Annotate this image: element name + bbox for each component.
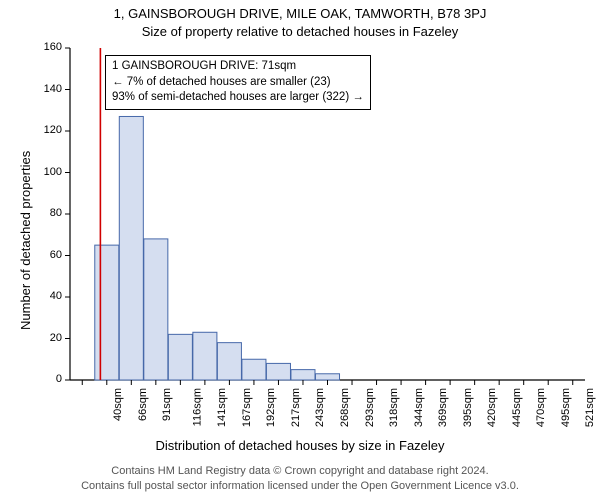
y-tick-label: 100: [32, 166, 62, 178]
x-tick-label: 268sqm: [339, 388, 351, 427]
x-tick-label: 167sqm: [241, 388, 253, 427]
annotation-line-1: 1 GAINSBOROUGH DRIVE: 71sqm: [112, 59, 364, 75]
y-tick-label: 60: [32, 249, 62, 261]
x-tick-label: 40sqm: [112, 388, 124, 421]
annotation-line-3: 93% of semi-detached houses are larger (…: [112, 90, 364, 106]
x-tick-label: 293sqm: [364, 388, 376, 427]
x-tick-label: 116sqm: [191, 388, 203, 426]
x-tick-label: 66sqm: [137, 388, 149, 421]
annotation-line-2: ← 7% of detached houses are smaller (23): [112, 75, 364, 91]
y-tick-label: 160: [32, 41, 62, 53]
y-tick-label: 140: [32, 83, 62, 95]
x-tick-label: 445sqm: [511, 388, 523, 427]
y-tick-label: 80: [32, 207, 62, 219]
y-tick-label: 120: [32, 124, 62, 136]
y-tick-label: 20: [32, 332, 62, 344]
footnote-2: Contains full postal sector information …: [0, 480, 600, 492]
x-tick-label: 495sqm: [560, 388, 572, 427]
x-tick-label: 521sqm: [584, 388, 596, 427]
x-tick-label: 344sqm: [413, 388, 425, 427]
x-tick-label: 420sqm: [486, 388, 498, 427]
x-tick-label: 91sqm: [161, 388, 173, 421]
x-tick-label: 369sqm: [437, 388, 449, 427]
x-tick-label: 192sqm: [266, 388, 278, 427]
x-axis-label: Distribution of detached houses by size …: [0, 438, 600, 453]
x-tick-label: 243sqm: [315, 388, 327, 427]
y-tick-label: 40: [32, 290, 62, 302]
x-tick-label: 470sqm: [535, 388, 547, 427]
x-tick-label: 141sqm: [216, 388, 228, 427]
annotation-box: 1 GAINSBOROUGH DRIVE: 71sqm ← 7% of deta…: [105, 55, 371, 110]
footnote-1: Contains HM Land Registry data © Crown c…: [0, 465, 600, 477]
x-tick-label: 395sqm: [462, 388, 474, 427]
y-tick-label: 0: [32, 373, 62, 385]
chart-container: 1, GAINSBOROUGH DRIVE, MILE OAK, TAMWORT…: [0, 0, 600, 500]
x-tick-label: 318sqm: [388, 388, 400, 427]
x-tick-label: 217sqm: [290, 388, 302, 427]
